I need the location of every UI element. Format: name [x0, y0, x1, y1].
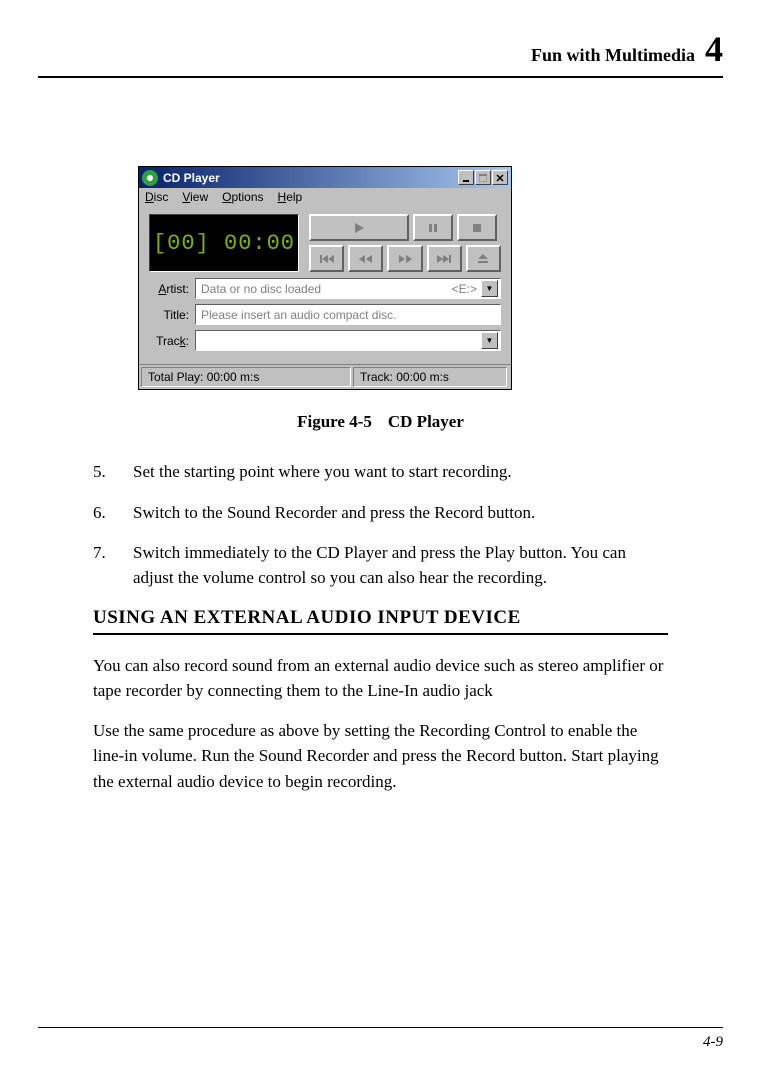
chapter-title: Fun with Multimedia	[531, 45, 695, 66]
play-button[interactable]	[309, 214, 409, 241]
window-title: CD Player	[163, 171, 458, 185]
forward-button[interactable]	[387, 245, 422, 272]
step-text: Switch immediately to the CD Player and …	[133, 541, 668, 590]
stop-button[interactable]	[457, 214, 497, 241]
page-number: 4-9	[703, 1034, 723, 1050]
statusbar: Total Play: 00:00 m:s Track: 00:00 m:s	[139, 364, 511, 389]
page-footer: 4-9	[38, 1027, 723, 1051]
step-text: Set the starting point where you want to…	[133, 460, 668, 485]
step-number: 5.	[93, 460, 133, 485]
step-item: 5. Set the starting point where you want…	[93, 460, 668, 485]
status-total: Total Play: 00:00 m:s	[141, 367, 351, 387]
artist-field[interactable]: Data or no disc loaded <E:> ▼	[195, 278, 501, 299]
menubar: Disc View Options Help	[139, 188, 511, 206]
chapter-number: 4	[705, 28, 723, 70]
page-content: CD Player Disc View Options Help [00] 00…	[38, 88, 723, 794]
rewind-button[interactable]	[348, 245, 383, 272]
track-label: Track:	[149, 334, 195, 348]
cdplayer-window: CD Player Disc View Options Help [00] 00…	[138, 166, 512, 390]
title-field: Please insert an audio compact disc.	[195, 304, 501, 325]
page-header: Fun with Multimedia 4	[38, 28, 723, 78]
maximize-button[interactable]	[475, 170, 491, 185]
step-number: 7.	[93, 541, 133, 590]
artist-drive: <E:>	[452, 282, 477, 296]
track-field[interactable]: ▼	[195, 330, 501, 351]
menu-help[interactable]: Help	[278, 190, 303, 204]
artist-value: Data or no disc loaded	[201, 282, 321, 296]
figure-label: Figure 4-5	[297, 412, 372, 431]
paragraph: Use the same procedure as above by setti…	[93, 718, 668, 795]
artist-label: Artist:	[149, 282, 195, 296]
titlebar[interactable]: CD Player	[139, 167, 511, 188]
title-value: Please insert an audio compact disc.	[201, 308, 396, 322]
time-display: [00] 00:00	[149, 214, 299, 272]
artist-dropdown-icon[interactable]: ▼	[481, 280, 498, 297]
minimize-button[interactable]	[458, 170, 474, 185]
step-number: 6.	[93, 501, 133, 526]
eject-button[interactable]	[466, 245, 501, 272]
status-track: Track: 00:00 m:s	[353, 367, 507, 387]
title-label: Title:	[149, 308, 195, 322]
menu-options[interactable]: Options	[222, 190, 263, 204]
cdplayer-icon	[142, 170, 158, 186]
figure-caption: Figure 4-5 CD Player	[93, 412, 668, 432]
section-heading: USING AN EXTERNAL AUDIO INPUT DEVICE	[93, 607, 668, 635]
steps-list: 5. Set the starting point where you want…	[93, 460, 668, 591]
menu-disc[interactable]: Disc	[145, 190, 168, 204]
track-dropdown-icon[interactable]: ▼	[481, 332, 498, 349]
next-track-button[interactable]	[427, 245, 462, 272]
menu-view[interactable]: View	[182, 190, 208, 204]
step-text: Switch to the Sound Recorder and press t…	[133, 501, 668, 526]
step-item: 7. Switch immediately to the CD Player a…	[93, 541, 668, 590]
step-item: 6. Switch to the Sound Recorder and pres…	[93, 501, 668, 526]
paragraph: You can also record sound from an extern…	[93, 653, 668, 704]
prev-track-button[interactable]	[309, 245, 344, 272]
figure-caption-text: CD Player	[388, 412, 464, 431]
close-button[interactable]	[492, 170, 508, 185]
pause-button[interactable]	[413, 214, 453, 241]
